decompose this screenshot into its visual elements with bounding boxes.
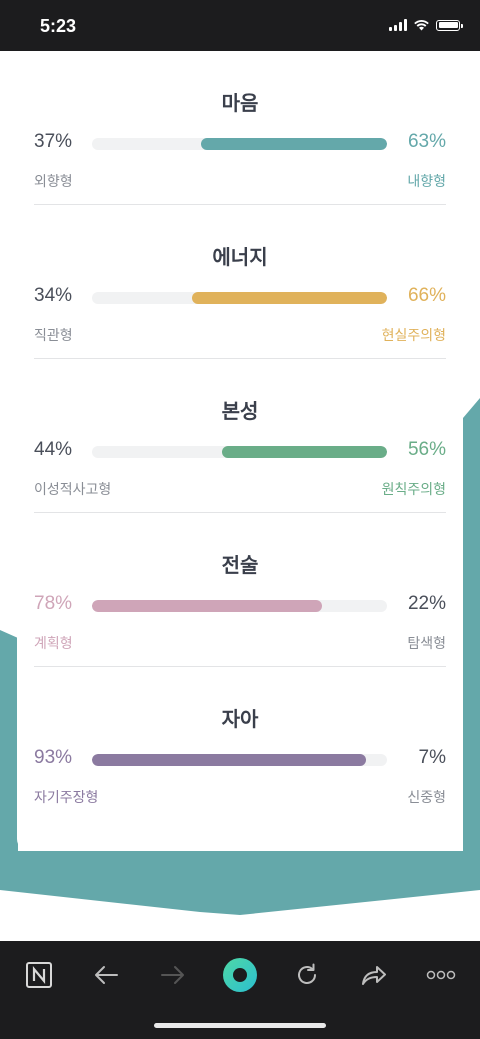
section-divider bbox=[34, 204, 446, 205]
left-percentage: 37% bbox=[34, 131, 73, 152]
background-shape bbox=[0, 398, 480, 915]
progress-fill bbox=[221, 446, 387, 458]
section-divider bbox=[34, 512, 446, 513]
more-icon[interactable] bbox=[421, 955, 461, 995]
notion-icon[interactable] bbox=[19, 955, 59, 995]
forward-arrow-icon[interactable] bbox=[153, 955, 193, 995]
left-type-label: 직관형 bbox=[34, 328, 73, 344]
left-type-label: 외향형 bbox=[34, 174, 73, 190]
right-type-label: 원칙주의형 bbox=[381, 482, 446, 498]
left-type-label: 계획형 bbox=[34, 636, 73, 652]
progress-fill bbox=[201, 138, 387, 150]
home-ring-icon[interactable] bbox=[220, 955, 260, 995]
trait-section: 마음 37% 63% 외향형 내향형 bbox=[17, 51, 463, 205]
section-title: 자아 bbox=[221, 707, 259, 731]
progress-track bbox=[92, 138, 387, 150]
left-percentage: 34% bbox=[34, 285, 73, 306]
progress-track bbox=[92, 600, 387, 612]
left-type-label: 자기주장형 bbox=[34, 790, 99, 806]
trait-section: 자아 93% 7% 자기주장형 신중형 bbox=[17, 667, 463, 821]
section-divider bbox=[34, 358, 446, 359]
right-type-label: 탐색형 bbox=[407, 636, 446, 652]
home-indicator bbox=[154, 1023, 326, 1028]
progress-fill bbox=[92, 754, 367, 766]
right-percentage: 63% bbox=[407, 131, 446, 152]
left-percentage: 44% bbox=[34, 439, 73, 460]
right-percentage: 7% bbox=[418, 747, 446, 768]
trait-section: 본성 44% 56% 이성적사고형 원칙주의형 bbox=[17, 359, 463, 513]
right-percentage: 66% bbox=[407, 285, 446, 306]
result-card: 마음 37% 63% 외향형 내향형 에너지 34% 66% 직관형 현실주의형… bbox=[17, 51, 463, 851]
right-percentage: 22% bbox=[407, 593, 446, 614]
trait-section: 에너지 34% 66% 직관형 현실주의형 bbox=[17, 205, 463, 359]
progress-track bbox=[92, 754, 387, 766]
wifi-icon bbox=[414, 20, 429, 31]
trait-section: 전술 78% 22% 계획형 탐색형 bbox=[17, 513, 463, 667]
section-title: 전술 bbox=[221, 553, 259, 577]
status-icons bbox=[389, 19, 463, 31]
signal-icon bbox=[389, 19, 407, 31]
browser-toolbar bbox=[0, 941, 480, 1039]
progress-fill bbox=[192, 292, 387, 304]
section-title: 마음 bbox=[221, 91, 259, 115]
section-title: 에너지 bbox=[212, 245, 268, 269]
progress-track bbox=[92, 292, 387, 304]
left-percentage: 78% bbox=[34, 593, 73, 614]
reload-icon[interactable] bbox=[287, 955, 327, 995]
battery-icon bbox=[436, 19, 463, 31]
section-divider bbox=[34, 666, 446, 667]
progress-track bbox=[92, 446, 387, 458]
progress-fill bbox=[92, 600, 323, 612]
status-bar: 5:23 bbox=[0, 0, 480, 51]
back-arrow-icon[interactable] bbox=[86, 955, 126, 995]
left-percentage: 93% bbox=[34, 747, 73, 768]
share-icon[interactable] bbox=[354, 955, 394, 995]
right-type-label: 내향형 bbox=[407, 174, 446, 190]
status-time: 5:23 bbox=[40, 16, 77, 36]
right-type-label: 현실주의형 bbox=[381, 328, 446, 344]
left-type-label: 이성적사고형 bbox=[34, 482, 112, 498]
section-title: 본성 bbox=[221, 399, 259, 423]
right-type-label: 신중형 bbox=[407, 790, 446, 806]
right-percentage: 56% bbox=[407, 439, 446, 460]
